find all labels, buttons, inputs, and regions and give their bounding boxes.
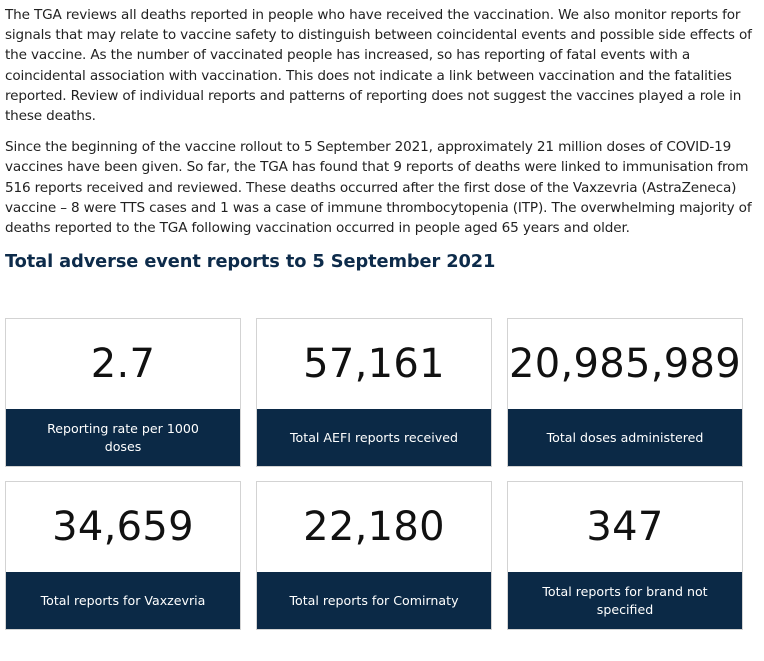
stat-label: Total AEFI reports received [257, 409, 491, 466]
stat-value: 57,161 [303, 341, 445, 387]
article-content: The TGA reviews all deaths reported in p… [5, 5, 755, 275]
stat-value: 20,985,989 [508, 341, 742, 387]
stat-card-brand-not-specified: 347 Total reports for brand not specifie… [507, 481, 743, 630]
stat-card-reporting-rate: 2.7 Reporting rate per 1000 doses [5, 318, 241, 467]
stat-label: Reporting rate per 1000 doses [6, 409, 240, 466]
stat-label: Total reports for Comirnaty [257, 572, 491, 629]
stat-card-vaxzevria-reports: 34,659 Total reports for Vaxzevria [5, 481, 241, 630]
stat-card-total-aefi-reports: 57,161 Total AEFI reports received [256, 318, 492, 467]
intro-paragraph-rollout-summary: Since the beginning of the vaccine rollo… [5, 139, 752, 237]
stat-value: 22,180 [303, 504, 445, 550]
statistics-cards: 2.7 Reporting rate per 1000 doses 57,161… [5, 318, 745, 630]
stat-card-comirnaty-reports: 22,180 Total reports for Comirnaty [256, 481, 492, 630]
stat-label: Total reports for brand not specified [508, 572, 742, 629]
stat-value: 2.7 [90, 341, 156, 387]
stat-card-total-doses: 20,985,989 Total doses administered [507, 318, 743, 467]
intro-paragraph-deaths-review: The TGA reviews all deaths reported in p… [5, 7, 752, 125]
stat-value: 347 [586, 504, 664, 550]
section-title: Total adverse event reports to 5 Septemb… [5, 251, 496, 273]
stat-value: 34,659 [52, 504, 194, 550]
stat-label: Total reports for Vaxzevria [6, 572, 240, 629]
stat-label: Total doses administered [508, 409, 742, 466]
